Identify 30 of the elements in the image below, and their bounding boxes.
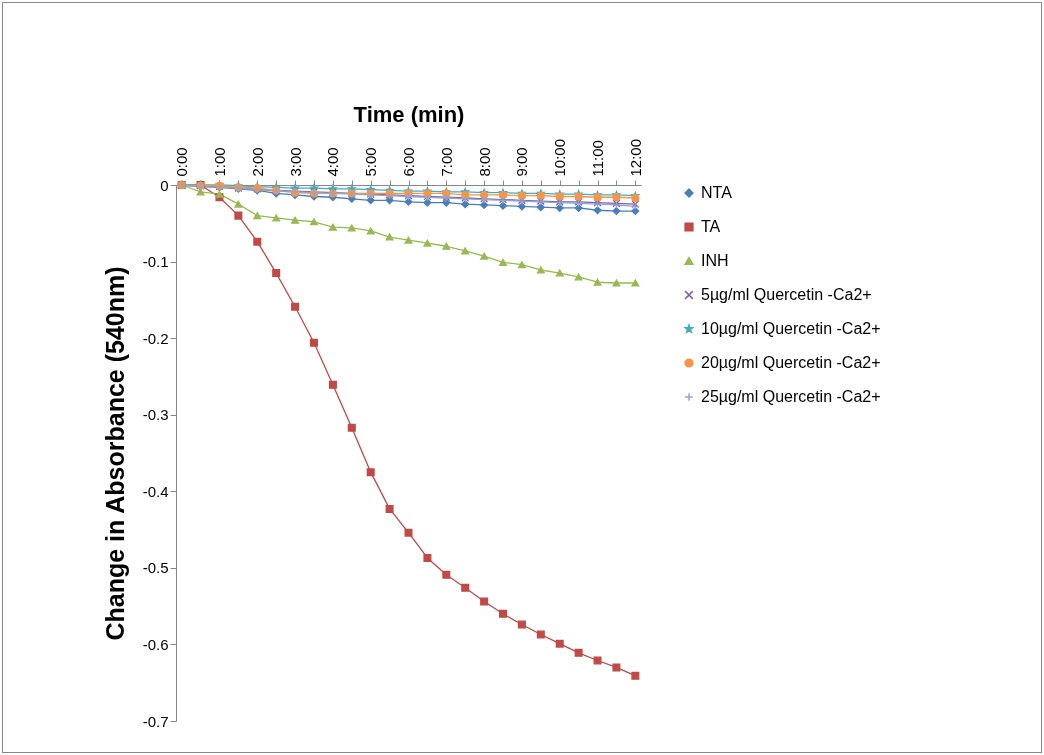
- x-tick-label: 0:00: [173, 147, 191, 177]
- x-tick-label: 8:00: [475, 147, 493, 177]
- x-tick-label: 10:00: [551, 138, 569, 177]
- x-tick-label: 12:00: [626, 138, 644, 177]
- legend-label: 10µg/ml Quercetin -Ca2+: [701, 320, 881, 337]
- legend-label: NTA: [701, 184, 733, 201]
- y-axis-title: Change in Absorbance (540nm): [100, 266, 129, 641]
- legend-label: 5µg/ml Quercetin -Ca2+: [701, 286, 872, 303]
- y-tick-label: -0.6: [142, 635, 169, 653]
- x-tick-label: 2:00: [248, 147, 266, 177]
- y-tick-label: 0: [160, 176, 169, 194]
- legend-label: INH: [701, 252, 729, 269]
- x-axis-title: Time (min): [353, 101, 465, 127]
- y-tick-label: -0.7: [142, 712, 169, 730]
- x-tick-label: 1:00: [210, 147, 228, 177]
- x-tick-label: 5:00: [362, 147, 380, 177]
- y-tick-label: -0.5: [142, 559, 169, 577]
- x-tick-label: 6:00: [400, 147, 417, 177]
- y-tick-label: -0.3: [142, 406, 169, 424]
- legend-label: TA: [701, 218, 721, 235]
- x-tick-label: 11:00: [589, 140, 607, 177]
- x-tick-label: 9:00: [513, 147, 531, 177]
- legend-label: 20µg/ml Quercetin -Ca2+: [701, 354, 881, 371]
- x-tick-label: 4:00: [324, 147, 342, 177]
- x-tick-label: 7:00: [437, 147, 455, 177]
- y-tick-label: -0.2: [142, 329, 169, 347]
- y-tick-label: -0.1: [142, 253, 169, 271]
- legend-label: 25µg/ml Quercetin -Ca2+: [701, 388, 881, 405]
- y-tick-label: -0.4: [142, 482, 169, 500]
- x-tick-label: 3:00: [286, 147, 304, 177]
